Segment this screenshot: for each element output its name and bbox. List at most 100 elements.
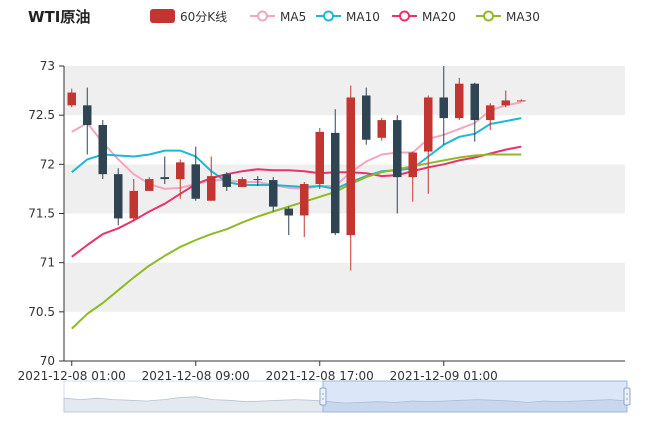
candle-body xyxy=(160,177,169,180)
slider-handle-right[interactable] xyxy=(623,387,631,406)
legend-marker xyxy=(399,10,410,22)
legend-item-60分k线: 60分K线 xyxy=(150,9,227,24)
candle-body xyxy=(83,105,92,125)
x-axis: 2021-12-08 01:00 2021-12-08 09:00 2021-12-… xyxy=(18,360,625,383)
candle xyxy=(408,151,417,202)
legend-label: MA30 xyxy=(506,10,540,24)
candle xyxy=(98,120,107,180)
grid-band xyxy=(64,115,625,165)
grid-band xyxy=(64,213,625,263)
candle-body xyxy=(331,132,340,234)
legend-item-ma30: MA30 xyxy=(476,10,540,24)
candle xyxy=(191,146,200,201)
candle xyxy=(424,95,433,194)
candle xyxy=(67,88,76,108)
legend-label: 60分K线 xyxy=(180,10,227,24)
candle xyxy=(455,77,464,121)
legend-marker xyxy=(257,10,268,22)
candle-body xyxy=(145,179,154,191)
x-tick-label: 2021-12-09 01:00 xyxy=(390,369,498,383)
candle xyxy=(331,109,340,236)
candles xyxy=(67,66,526,271)
candle xyxy=(470,82,479,142)
candle xyxy=(501,90,510,108)
grid-band xyxy=(64,66,625,116)
candle xyxy=(362,87,371,145)
x-tick-label: 2021-12-08 09:00 xyxy=(142,369,250,383)
candle-body xyxy=(207,176,216,201)
slider-handle-left[interactable] xyxy=(319,387,327,406)
y-tick-label: 70 xyxy=(40,354,55,368)
candle xyxy=(269,177,278,212)
series-line-ma10 xyxy=(71,117,522,190)
grid-band xyxy=(64,262,625,312)
candle-body xyxy=(114,174,123,219)
candle xyxy=(145,177,154,191)
candle-body xyxy=(486,105,495,121)
candle xyxy=(129,179,138,222)
y-tick-label: 70.5 xyxy=(28,305,55,319)
legend-swatch xyxy=(150,9,175,23)
y-tick-label: 73 xyxy=(40,59,55,73)
y-tick-label: 71.5 xyxy=(28,207,55,221)
slider-window[interactable] xyxy=(322,380,628,413)
candle xyxy=(176,159,185,199)
candle-body xyxy=(424,97,433,152)
grid-band xyxy=(64,311,625,361)
candle xyxy=(238,177,247,187)
y-tick-label: 72.5 xyxy=(28,108,55,122)
candle xyxy=(377,118,386,141)
candle xyxy=(160,156,169,184)
candle xyxy=(300,182,309,238)
candle xyxy=(346,85,355,271)
legend-label: MA20 xyxy=(422,10,456,24)
candle-body xyxy=(98,125,107,175)
legend: 60分K线 MA5 MA10 MA20 MA30 xyxy=(150,9,540,24)
y-tick-label: 72 xyxy=(40,157,55,171)
candle-body xyxy=(408,152,417,178)
data-zoom-slider[interactable] xyxy=(63,380,631,413)
candle-body xyxy=(129,190,138,219)
candle-body xyxy=(517,100,526,102)
candle xyxy=(114,168,123,226)
candle xyxy=(486,103,495,130)
candle-body xyxy=(470,83,479,121)
candle-body xyxy=(67,92,76,106)
candle-body xyxy=(315,131,324,184)
candle-body xyxy=(393,120,402,178)
legend-item-ma5: MA5 xyxy=(250,10,306,24)
candle xyxy=(207,156,216,201)
candle xyxy=(83,87,92,155)
slider-overview xyxy=(63,396,628,413)
slider-handle-grip xyxy=(623,387,631,406)
y-axis: 70 70.5 71 71.5 72 72.5 73 xyxy=(28,59,65,368)
legend-item-ma20: MA20 xyxy=(392,10,456,24)
legend-label: MA10 xyxy=(346,10,380,24)
candle-body xyxy=(253,179,262,181)
candle-body xyxy=(284,208,293,216)
x-tick-label: 2021-12-08 17:00 xyxy=(266,369,374,383)
candle-body xyxy=(269,180,278,207)
candle xyxy=(439,66,448,145)
candle-body xyxy=(377,120,386,138)
candle-body xyxy=(191,164,200,199)
candle-body xyxy=(501,100,510,106)
chart-title: WTI原油 xyxy=(28,8,90,26)
candle-body xyxy=(222,174,231,187)
candle-body xyxy=(362,95,371,140)
candle-body xyxy=(238,179,247,187)
legend-item-ma10: MA10 xyxy=(316,10,380,24)
candle xyxy=(393,115,402,214)
candle-body xyxy=(439,97,448,119)
candle xyxy=(517,99,526,102)
grid-bands xyxy=(64,66,625,361)
candle xyxy=(315,127,324,189)
legend-label: MA5 xyxy=(280,10,306,24)
candle-body xyxy=(346,97,355,236)
y-tick-label: 71 xyxy=(40,256,55,270)
legend-marker xyxy=(323,10,334,22)
candle-body xyxy=(300,184,309,216)
slider-handle-grip xyxy=(319,387,327,406)
candle-body xyxy=(455,83,464,119)
